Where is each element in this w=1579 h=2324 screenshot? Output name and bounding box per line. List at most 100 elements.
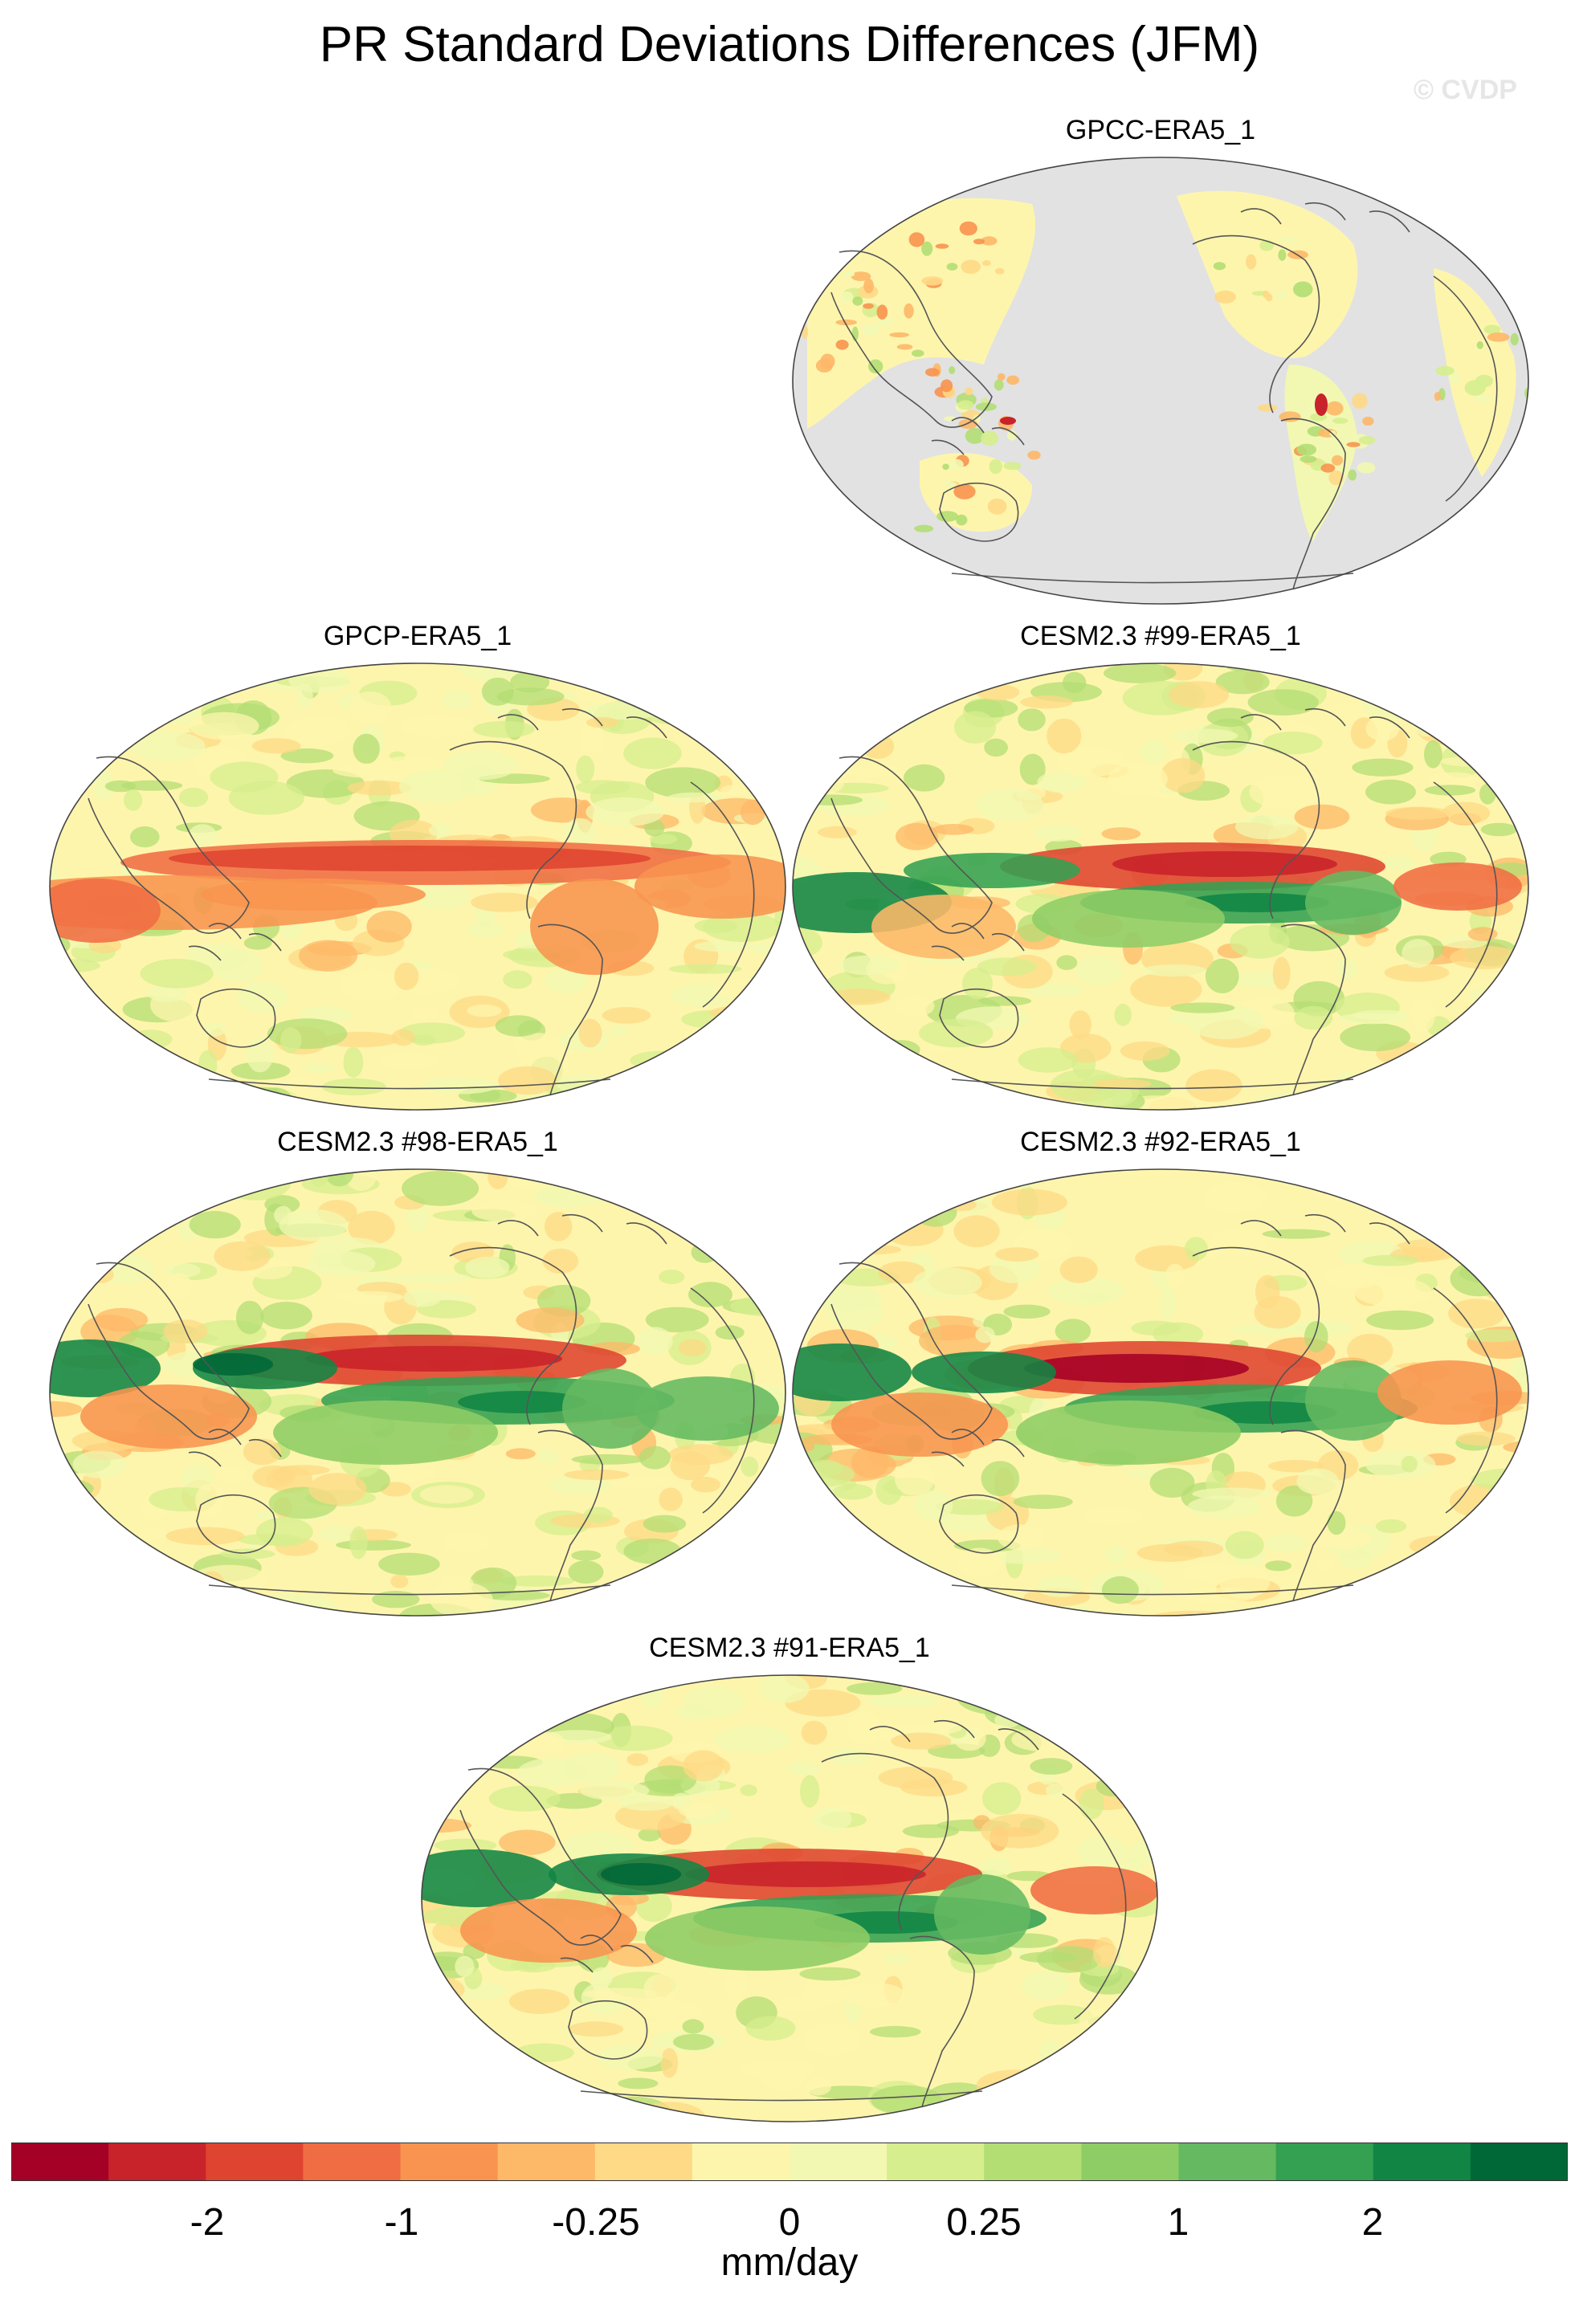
world-map [49, 663, 786, 1111]
anomaly-blob [590, 1967, 614, 1988]
land-anomaly-blob [1357, 462, 1376, 474]
anomaly-blob [578, 1018, 602, 1048]
anomaly-blob [736, 704, 762, 726]
anomaly-blob [333, 1290, 403, 1303]
anomaly-blob [167, 1273, 192, 1300]
world-map [792, 1168, 1529, 1617]
anomaly-blob [1259, 1091, 1316, 1107]
anomaly-blob [230, 663, 252, 680]
anomaly-blob [651, 1189, 686, 1219]
anomaly-blob [616, 1174, 652, 1189]
anomaly-blob [851, 1446, 889, 1478]
anomaly-blob [1022, 1702, 1059, 1714]
anomaly-blob [402, 1171, 479, 1206]
anomaly-blob [872, 1553, 933, 1587]
anomaly-blob [844, 1082, 897, 1110]
map-panel-cesm-99: CESM2.3 #99-ERA5_1 [791, 620, 1530, 1111]
anomaly-blob [756, 757, 785, 788]
anomaly-blob [508, 2093, 578, 2122]
anomaly-blob [439, 1574, 474, 1593]
anomaly-blob [585, 797, 665, 827]
anomaly-blob [753, 1076, 774, 1107]
anomaly-blob [805, 2077, 832, 2096]
equatorial-anomaly-band [685, 1861, 926, 1887]
land-anomaly-blob [852, 296, 863, 306]
anomaly-blob [1304, 1321, 1328, 1352]
anomaly-blob [542, 1248, 579, 1274]
anomaly-blob [1165, 1263, 1185, 1288]
anomaly-blob [391, 1029, 415, 1046]
land-anomaly-blob [965, 387, 973, 396]
anomaly-blob [912, 1267, 982, 1299]
equatorial-anomaly-band [934, 1874, 1030, 1955]
anomaly-blob [695, 680, 769, 714]
equatorial-anomaly-band [1016, 1401, 1241, 1465]
anomaly-blob [1164, 1540, 1224, 1558]
anomaly-blob [571, 1550, 602, 1561]
anomaly-blob [1471, 1529, 1528, 1551]
land-anomaly-blob [1524, 386, 1528, 400]
anomaly-blob [1424, 740, 1442, 769]
land-anomaly-blob [1473, 395, 1491, 403]
anomaly-blob [1120, 1041, 1170, 1061]
figure-title: PR Standard Deviations Differences (JFM) [319, 17, 1260, 72]
colorbar-frame [11, 2143, 1568, 2181]
anomaly-blob [659, 1270, 685, 1284]
anomaly-blob [425, 2068, 480, 2100]
anomaly-blob [211, 949, 264, 983]
equatorial-anomaly-band [912, 1352, 1056, 1393]
anomaly-blob [679, 1568, 761, 1596]
anomaly-blob [856, 1209, 904, 1237]
anomaly-blob [862, 733, 895, 760]
anomaly-blob [668, 964, 742, 974]
anomaly-blob [413, 881, 471, 911]
anomaly-blob [891, 1732, 952, 1750]
land-anomaly-blob [921, 241, 933, 256]
anomaly-blob [1323, 1173, 1397, 1184]
anomaly-blob [1006, 1719, 1083, 1732]
anomaly-blob [50, 1401, 83, 1417]
anomaly-blob [1013, 1494, 1073, 1510]
anomaly-blob [1294, 804, 1350, 830]
anomaly-blob [704, 732, 753, 754]
anomaly-blob [1503, 1549, 1528, 1580]
equatorial-anomaly-band [871, 895, 1016, 959]
anomaly-blob [1450, 1261, 1508, 1297]
anomaly-blob [638, 1828, 661, 1842]
coastlines [459, 1720, 1127, 2108]
anomaly-blob [660, 2048, 679, 2078]
land-field [1177, 190, 1358, 358]
anomaly-blob [1110, 2030, 1157, 2063]
anomaly-blob [668, 1187, 732, 1204]
anomaly-blob [450, 1981, 507, 2000]
coastlines [830, 202, 1498, 590]
anomaly-blob [78, 681, 102, 702]
equatorial-anomaly-band [601, 1863, 681, 1886]
anomaly-blob [1352, 1093, 1388, 1110]
anomaly-blob [251, 738, 301, 754]
anomaly-blob [403, 1288, 442, 1307]
land-anomaly-blob [843, 271, 855, 277]
colorbar-swatch [1470, 2143, 1568, 2181]
anomaly-blob [828, 1034, 904, 1061]
land-anomaly-blob [949, 459, 964, 471]
anomaly-blob [1430, 1062, 1447, 1078]
anomaly-blob [1445, 687, 1492, 718]
anomaly-blob [103, 1169, 141, 1183]
anomaly-blob [1410, 997, 1435, 1033]
anomaly-blob [499, 1829, 556, 1856]
anomaly-blob [667, 663, 728, 673]
land-field [807, 198, 1036, 429]
anomaly-blob [1124, 2022, 1153, 2041]
land-anomaly-blob [835, 319, 857, 325]
land-anomaly-blob [925, 368, 940, 377]
anomaly-blob [1477, 1537, 1519, 1553]
anomaly-blob [398, 769, 475, 803]
anomaly-blob [1030, 1758, 1073, 1775]
anomaly-blob [433, 1715, 455, 1746]
anomaly-blob [733, 1200, 762, 1231]
anomaly-blob [1016, 1675, 1051, 1691]
anomaly-blob [1186, 1004, 1264, 1039]
anomaly-blob [443, 1532, 490, 1553]
anomaly-blob [667, 1610, 735, 1616]
